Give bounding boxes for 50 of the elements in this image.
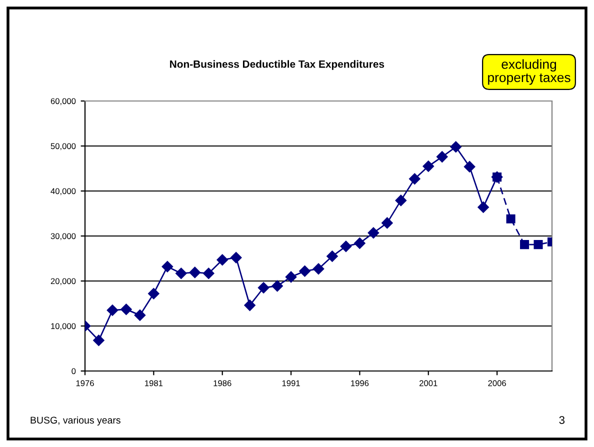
y-tick-label: 20,000 [50, 278, 76, 286]
y-tick-label: 30,000 [50, 233, 76, 240]
point [409, 173, 420, 184]
x-tick-label: 1981 [145, 380, 163, 386]
point [106, 304, 118, 316]
point [382, 217, 393, 229]
point [395, 194, 407, 206]
x-tick-label: 2006 [488, 380, 506, 386]
point [148, 288, 160, 300]
point [312, 263, 324, 274]
text: excluding property taxes [488, 59, 570, 85]
point [230, 252, 242, 264]
point [464, 161, 476, 172]
point [258, 282, 270, 294]
point [478, 202, 489, 213]
point [134, 310, 146, 321]
y-tick-label: 40,000 [50, 188, 76, 196]
y-tick-label: 10,000 [51, 323, 76, 330]
point [189, 266, 200, 278]
point [285, 271, 297, 283]
point [299, 265, 310, 277]
point [340, 240, 352, 252]
point [436, 151, 448, 162]
point [93, 334, 104, 346]
x-tick-label: 1976 [76, 380, 94, 386]
point [162, 260, 174, 272]
text: 3 [559, 416, 565, 424]
y-tick-label: 0 [72, 368, 76, 374]
x-tick-label: 1991 [282, 380, 300, 386]
point [272, 280, 283, 292]
point [120, 304, 132, 315]
point [450, 141, 462, 153]
point [520, 240, 530, 250]
point [203, 268, 214, 279]
x-tick-label: 1986 [214, 380, 232, 386]
point [354, 238, 366, 249]
point [326, 250, 338, 262]
point [368, 227, 380, 238]
x-tick-label: 2001 [420, 380, 438, 386]
x-tick-label: 1996 [351, 380, 369, 386]
point [176, 268, 187, 279]
point [216, 254, 228, 266]
y-tick-label: 60,000 [50, 98, 76, 106]
point [244, 300, 256, 311]
chart-title: Non-Business Deductible Tax Expenditures [170, 60, 384, 70]
y-tick-label: 50,000 [50, 143, 76, 150]
point [506, 214, 516, 224]
text: BUSG, various years [30, 416, 120, 426]
point [422, 160, 434, 172]
point [534, 240, 543, 250]
